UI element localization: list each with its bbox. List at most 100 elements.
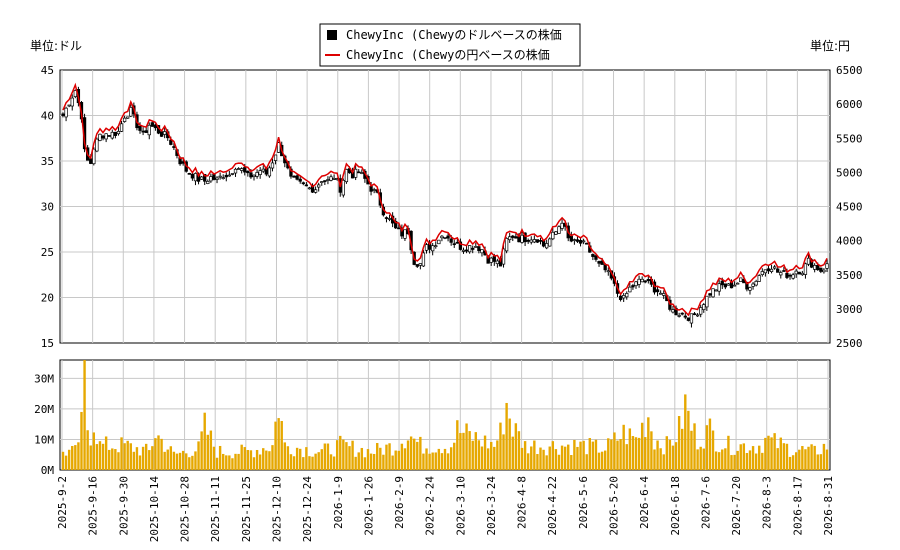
volume-bar: [622, 424, 625, 470]
volume-bar: [388, 443, 391, 470]
price-vertical-grid: [61, 70, 829, 343]
candle-body: [397, 227, 401, 230]
candle-body: [535, 239, 540, 243]
volume-bar: [172, 451, 176, 470]
candle-body: [187, 173, 191, 175]
volume-bar: [188, 457, 191, 470]
left-tick-label: 25: [41, 246, 54, 259]
volume-bar: [526, 453, 530, 470]
candle-body: [529, 239, 533, 243]
volume-bar: [468, 431, 471, 470]
volume-bar: [372, 453, 376, 470]
volume-bar: [520, 447, 524, 470]
volume-bar: [619, 439, 622, 470]
candle-body: [711, 288, 715, 298]
volume-tick-label: 30M: [34, 372, 54, 385]
right-tick-label: 4500: [836, 201, 863, 214]
x-tick-label: 2026-6-18: [669, 476, 682, 536]
volume-bar: [74, 445, 77, 470]
volume-bar: [582, 440, 585, 470]
volume-bar: [668, 439, 672, 470]
volume-bar: [588, 438, 591, 470]
candle-body: [98, 133, 102, 141]
candle-body: [461, 249, 466, 252]
volume-bar: [724, 448, 727, 470]
volume-bar: [508, 418, 511, 470]
volume-bar: [326, 443, 330, 470]
volume-bar: [77, 442, 80, 470]
candle-body: [203, 174, 207, 182]
volume-bar: [342, 439, 345, 470]
candle-body: [776, 268, 780, 273]
candle-body: [760, 271, 764, 275]
volume-bar: [634, 437, 638, 470]
candle-body: [495, 260, 500, 265]
volume-bar: [360, 447, 364, 470]
candle-body: [126, 116, 130, 119]
candle-body: [354, 168, 358, 178]
candle-body: [723, 283, 727, 288]
volume-bar: [758, 445, 761, 470]
volume-bar: [748, 450, 752, 470]
volume-bar: [600, 451, 604, 470]
candle-body: [464, 249, 469, 252]
candle-body: [501, 248, 506, 265]
candle-body: [446, 235, 450, 239]
candle-body: [61, 113, 65, 116]
volume-bar: [493, 446, 496, 470]
candle-body: [224, 174, 228, 178]
volume-tick-label: 10M: [34, 433, 54, 446]
volume-bar: [138, 455, 142, 470]
volume-bar: [240, 444, 243, 470]
volume-bar: [394, 450, 397, 470]
candle-body: [221, 177, 225, 179]
volume-bar: [687, 410, 690, 470]
volume-bar: [801, 446, 804, 470]
volume-bar: [446, 453, 450, 470]
x-tick-label: 2025-12-24: [301, 476, 314, 543]
volume-bar: [178, 452, 182, 470]
candle-body: [341, 179, 345, 196]
x-tick-label: 2026-8-3: [761, 476, 774, 529]
candle-body: [236, 168, 241, 170]
volume-bar: [681, 428, 684, 470]
x-tick-label: 2026-8-17: [791, 476, 804, 536]
volume-bar: [443, 448, 447, 470]
volume-bar: [644, 437, 647, 470]
candle-body: [261, 168, 265, 172]
volume-bar: [258, 454, 262, 470]
candle-body: [739, 277, 743, 282]
volume-bar: [311, 456, 314, 470]
right-tick-label: 5000: [836, 166, 863, 179]
x-tick-label: 2025-12-10: [270, 476, 283, 542]
volume-bar: [129, 443, 132, 470]
volume-bar: [200, 431, 203, 470]
candle-body: [683, 315, 687, 318]
candle-body: [822, 269, 826, 273]
volume-bar: [776, 448, 779, 470]
candle-body: [578, 239, 583, 244]
volume-bar: [218, 445, 222, 470]
volume-bar: [154, 438, 157, 470]
volume-bar: [299, 448, 302, 470]
volume-bar: [594, 439, 598, 470]
volume-bar: [425, 448, 428, 470]
volume-bar: [671, 445, 675, 470]
candle-body: [70, 97, 74, 107]
candle-body: [443, 237, 447, 239]
candle-body: [757, 275, 761, 282]
candle-body: [418, 263, 423, 266]
candle-body: [622, 295, 626, 299]
volume-bar: [83, 360, 86, 470]
volume-bar: [684, 394, 687, 470]
candle-body: [298, 178, 302, 182]
candle-body: [467, 245, 472, 253]
volume-bar: [243, 447, 246, 470]
volume-bar: [363, 457, 367, 470]
volume-bar: [637, 437, 641, 470]
candle-body: [514, 236, 518, 239]
volume-bar: [292, 456, 296, 470]
volume-bar: [628, 428, 632, 470]
candle-body: [695, 314, 700, 317]
candle-body: [317, 184, 321, 188]
